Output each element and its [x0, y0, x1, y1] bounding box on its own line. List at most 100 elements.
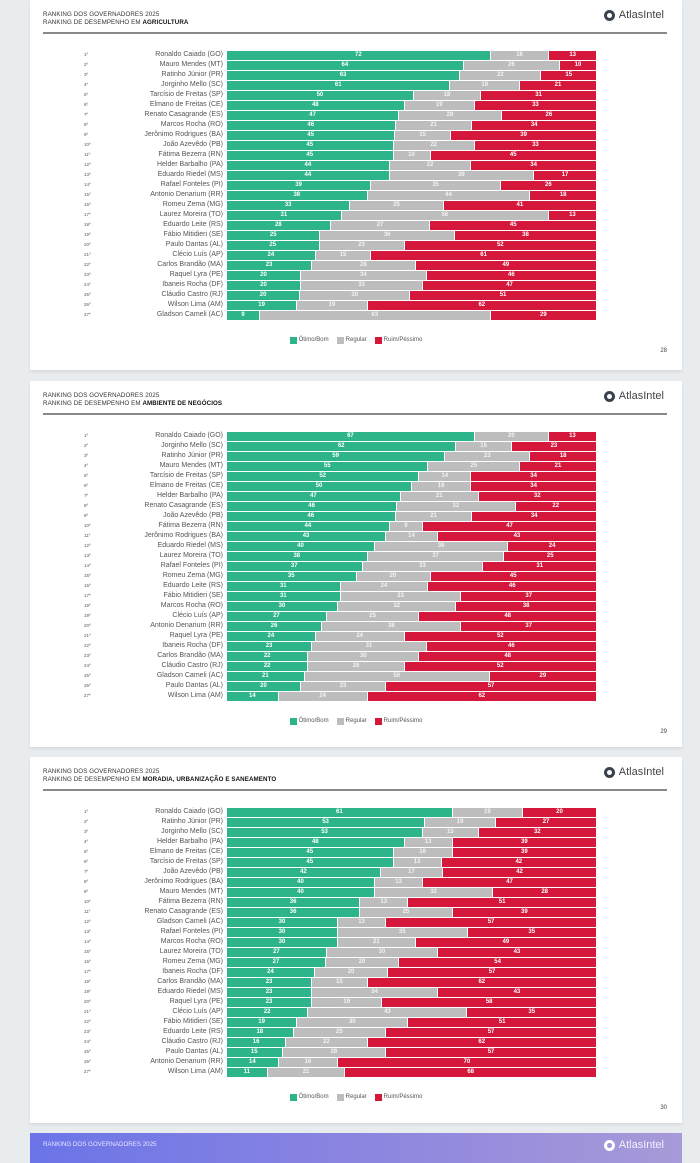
rank-label: 7º	[84, 112, 89, 117]
rank-label: 11º	[84, 533, 91, 538]
stacked-bar: 55 25 21	[227, 461, 597, 471]
governor-label: Wilson Lima (AM)	[167, 301, 223, 308]
governor-label: Helder Barbalho (PA)	[156, 492, 223, 499]
bar-segment-good: 18	[227, 1027, 294, 1037]
legend-swatch	[289, 337, 297, 344]
bar-segment-bad: 57	[386, 681, 597, 691]
data-label: 24	[267, 632, 275, 639]
rank-label: 14º	[84, 563, 91, 568]
bar-segment-good: 61	[227, 80, 451, 90]
stacked-bar: 24 15 61	[227, 250, 597, 260]
data-label: 15	[447, 828, 454, 835]
data-label: 44	[445, 191, 452, 198]
chart-row: 3º Ratinho Júnior (PR) 59 23 18	[70, 451, 670, 461]
governor-label: João Azevêdo (PB)	[163, 512, 223, 519]
bar-segment-good: 24	[227, 250, 316, 260]
bar-segment-bad: 57	[388, 967, 597, 977]
stacked-bar: 37 33 31	[227, 561, 597, 571]
legend-label: Ruim/Péssimo	[383, 1094, 423, 1100]
rank-label: 6º	[84, 483, 89, 488]
bar-segment-good: 46	[227, 120, 396, 130]
bar-segment-good: 27	[227, 611, 327, 621]
bar-segment-good: 40	[227, 541, 375, 551]
stacked-bar: 20 33 47	[227, 280, 597, 290]
chart-row: 25º Cláudio Castro (RJ) 20 30 51	[70, 290, 670, 300]
bar-segment-good: 25	[227, 240, 320, 250]
bar-segment-reg: 44	[367, 190, 531, 200]
bar-segment-bad: 48	[419, 651, 597, 661]
bar-segment-good: 45	[227, 847, 394, 857]
header-divider	[43, 32, 667, 34]
rank-label: 8º	[84, 503, 89, 508]
data-label: 39	[520, 908, 528, 915]
bar-segment-reg: 9	[389, 521, 424, 531]
bar-segment-bad: 20	[522, 807, 597, 817]
bar-segment-reg: 21	[395, 511, 473, 521]
bar-segment-bad: 51	[408, 1017, 597, 1027]
bar-segment-bad: 38	[456, 601, 597, 611]
data-label: 62	[478, 1038, 486, 1045]
legend-item: Regular	[336, 337, 367, 344]
data-label: 27	[273, 948, 280, 955]
brand-name: AtlasIntel	[618, 1139, 664, 1151]
legend-swatch	[374, 1094, 382, 1101]
bar-segment-bad: 33	[474, 140, 597, 150]
bar-segment-bad: 57	[386, 917, 597, 927]
governor-label: Renato Casagrande (ES)	[144, 502, 223, 509]
data-label: 23	[550, 442, 558, 449]
slide-header: RANKING DOS GOVERNADORES 2025 RANKING DE…	[43, 392, 222, 407]
governor-label: Jorginho Mello (SC)	[161, 828, 223, 835]
governor-label: Jerônimo Rodrigues (BA)	[144, 532, 223, 539]
chart-row: 18º Eduardo Leite (RS) 28 27 45	[70, 220, 670, 230]
governor-label: Ibaneis Rocha (DF)	[162, 968, 223, 975]
slide-title: RANKING DOS GOVERNADORES 2025	[43, 768, 160, 775]
data-label: 23	[265, 642, 273, 649]
data-label: 43	[513, 532, 521, 539]
chart-row: 3º Ratinho Júnior (PR) 63 22 15	[70, 70, 670, 80]
stacked-bar: 50 18 31	[227, 90, 597, 100]
slide-header: RANKING DOS GOVERNADORES 2025 RANKING DE…	[43, 11, 188, 26]
governor-label: Eduardo Riedel (MS)	[157, 988, 223, 995]
chart-row: 1º Ronaldo Caiado (GO) 61 19 20	[70, 807, 670, 817]
data-label: 21	[435, 492, 443, 499]
chart-row: 5º Tarcísio de Freitas (SP) 50 18 31	[70, 90, 670, 100]
data-label: 30	[278, 602, 286, 609]
chart-row: 18º Carlos Brandão (MA) 23 15 62	[70, 977, 670, 987]
rank-label: 18º	[84, 979, 91, 984]
governor-label: Elmano de Freitas (CE)	[149, 101, 223, 108]
stacked-bar: 53 15 32	[227, 827, 597, 837]
data-label: 30	[278, 918, 286, 925]
governor-label: Cláudio Castro (RJ)	[161, 662, 223, 669]
bar-segment-reg: 33	[362, 561, 484, 571]
governor-label: Jorginho Mello (SC)	[161, 81, 223, 88]
chart-row: 10º João Azevêdo (PB) 45 22 33	[70, 140, 670, 150]
data-label: 20	[508, 432, 515, 439]
data-label: 47	[506, 878, 513, 885]
rank-label: 8º	[84, 122, 89, 127]
governor-label: Jorginho Mello (SC)	[161, 442, 223, 449]
data-label: 25	[546, 552, 554, 559]
chart-row: 22º Fábio Mitidieri (SE) 19 30 51	[70, 1017, 670, 1027]
bar-segment-bad: 62	[367, 1037, 597, 1047]
data-label: 45	[509, 572, 517, 579]
data-label: 13	[380, 898, 388, 905]
bar-segment-reg: 25	[326, 611, 420, 621]
stacked-bar-chart: 1º Ronaldo Caiado (GO) 67 20 13 2º Jorginh…	[70, 431, 670, 701]
governor-label: Raquel Lyra (PE)	[169, 632, 223, 639]
bar-segment-reg: 22	[393, 140, 475, 150]
stacked-bar: 30 32 38	[227, 601, 597, 611]
data-label: 47	[506, 522, 513, 529]
bar-segment-good: 46	[227, 511, 396, 521]
legend-item: Ruim/Péssimo	[374, 1094, 423, 1101]
chart-row: 16º Romeu Zema (MG) 33 25 41	[70, 200, 670, 210]
data-label: 46	[307, 121, 315, 128]
bar-segment-reg: 16	[278, 1057, 338, 1067]
stacked-bar: 31 56 13	[227, 210, 597, 220]
bar-segment-bad: 43	[437, 947, 597, 957]
chart-row: 26º Wilson Lima (AM) 19 19 62	[70, 300, 670, 310]
chart-row: 11º Fátima Bezerra (RN) 45 10 45	[70, 150, 670, 160]
bar-segment-reg: 20	[325, 957, 400, 967]
rank-label: 27º	[84, 693, 91, 698]
rank-label: 14º	[84, 182, 91, 187]
governor-label: Antonio Denarium (RR)	[150, 191, 223, 198]
